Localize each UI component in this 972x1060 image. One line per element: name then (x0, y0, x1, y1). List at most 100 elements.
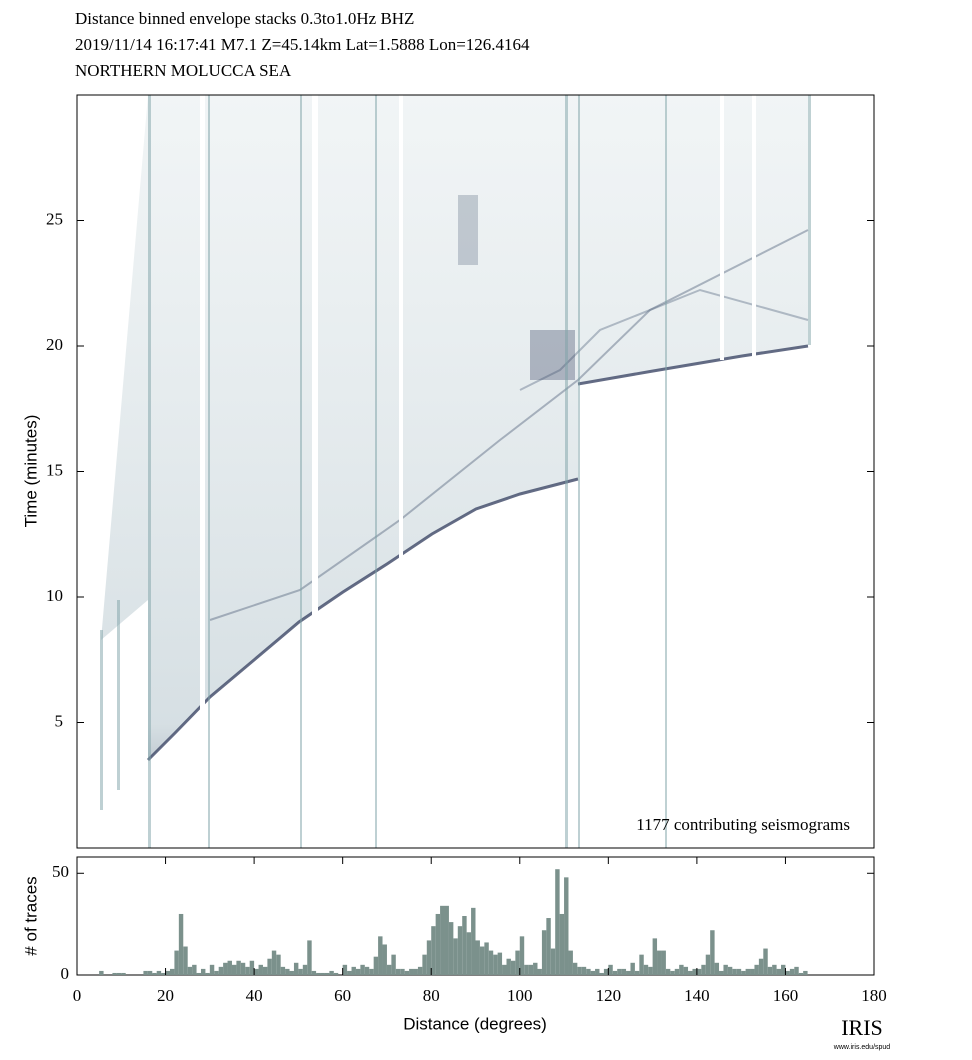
x-tick-label: 40 (246, 986, 263, 1005)
bar (116, 972, 122, 975)
bar (404, 970, 410, 975)
bar (692, 968, 697, 975)
bar (608, 964, 613, 975)
bar (293, 962, 299, 975)
bar (502, 964, 507, 975)
bar (674, 968, 680, 975)
bar (378, 936, 383, 975)
bar (386, 964, 392, 975)
logo: IRIS (841, 1015, 883, 1040)
bar (493, 954, 498, 975)
region: NORTHERN MOLUCCA SEA (75, 61, 292, 80)
y-tick-label: 10 (46, 586, 63, 605)
bar (391, 954, 396, 975)
bar (448, 922, 454, 975)
bar (732, 968, 737, 975)
bar (99, 970, 104, 975)
bar (595, 968, 600, 975)
bar (484, 942, 489, 975)
bar (245, 966, 250, 975)
bar (218, 966, 224, 975)
bar (258, 964, 263, 975)
x-tick-label: 80 (423, 986, 440, 1005)
bar (781, 964, 786, 975)
x-tick-label: 180 (861, 986, 887, 1005)
bar (289, 970, 294, 975)
bar (373, 956, 379, 975)
bar (466, 932, 472, 975)
bar (121, 972, 126, 975)
bar (617, 968, 622, 975)
bar (209, 964, 215, 975)
gap-streaks (200, 95, 756, 715)
bar (776, 968, 782, 975)
pkp-arrival (577, 344, 809, 386)
bar (564, 877, 569, 975)
bar (355, 968, 361, 975)
bar (183, 946, 188, 975)
bar (772, 964, 777, 975)
bar (271, 950, 277, 975)
bar (665, 968, 671, 975)
bar (758, 958, 764, 975)
y-tick-label: 25 (46, 209, 63, 228)
bar (789, 968, 795, 975)
bar (200, 968, 206, 975)
bar (794, 966, 799, 975)
bar (533, 962, 538, 975)
bar (626, 970, 631, 975)
bar (630, 962, 635, 975)
bar (276, 954, 281, 975)
bar (311, 970, 317, 975)
bar (701, 964, 706, 975)
subtitle: 2019/11/14 16:17:41 M7.1 Z=45.14km Lat=1… (75, 35, 530, 54)
bar (639, 954, 644, 975)
title: Distance binned envelope stacks 0.3to1.0… (75, 9, 414, 28)
bar (572, 962, 578, 975)
y-tick-label: 50 (52, 862, 69, 881)
bar (249, 960, 255, 975)
bar (143, 970, 148, 975)
logo-url: www.iris.edu/spud (833, 1044, 891, 1051)
bar (559, 913, 565, 975)
bar (727, 966, 733, 975)
later-branch (519, 288, 809, 391)
bar (178, 913, 184, 975)
bar (347, 970, 352, 975)
bar (440, 905, 445, 975)
x-tick-label: 20 (157, 986, 174, 1005)
bar (453, 938, 458, 975)
bar (400, 968, 405, 975)
bar (528, 964, 534, 975)
bar (174, 950, 179, 975)
bar (763, 948, 768, 975)
bar (351, 966, 356, 975)
bar (333, 972, 339, 975)
bar (537, 968, 542, 975)
bar (741, 970, 746, 975)
bar (422, 954, 427, 975)
bar (568, 950, 573, 975)
bar (612, 970, 618, 975)
bar (147, 970, 153, 975)
bar (240, 962, 246, 975)
bar (750, 968, 755, 975)
bar (471, 907, 476, 975)
bar (280, 966, 286, 975)
bar (524, 964, 529, 975)
bar (550, 948, 556, 975)
bar (803, 970, 808, 975)
bar (196, 972, 201, 975)
bar (506, 958, 511, 975)
bar (488, 950, 494, 975)
bar (643, 964, 649, 975)
x-tick-label: 140 (684, 986, 710, 1005)
bar (435, 913, 441, 975)
bar (670, 970, 675, 975)
x-tick-label: 160 (773, 986, 799, 1005)
bar (599, 972, 604, 975)
bar (515, 950, 520, 975)
y-tick-label: 20 (46, 335, 63, 354)
bar (364, 966, 370, 975)
